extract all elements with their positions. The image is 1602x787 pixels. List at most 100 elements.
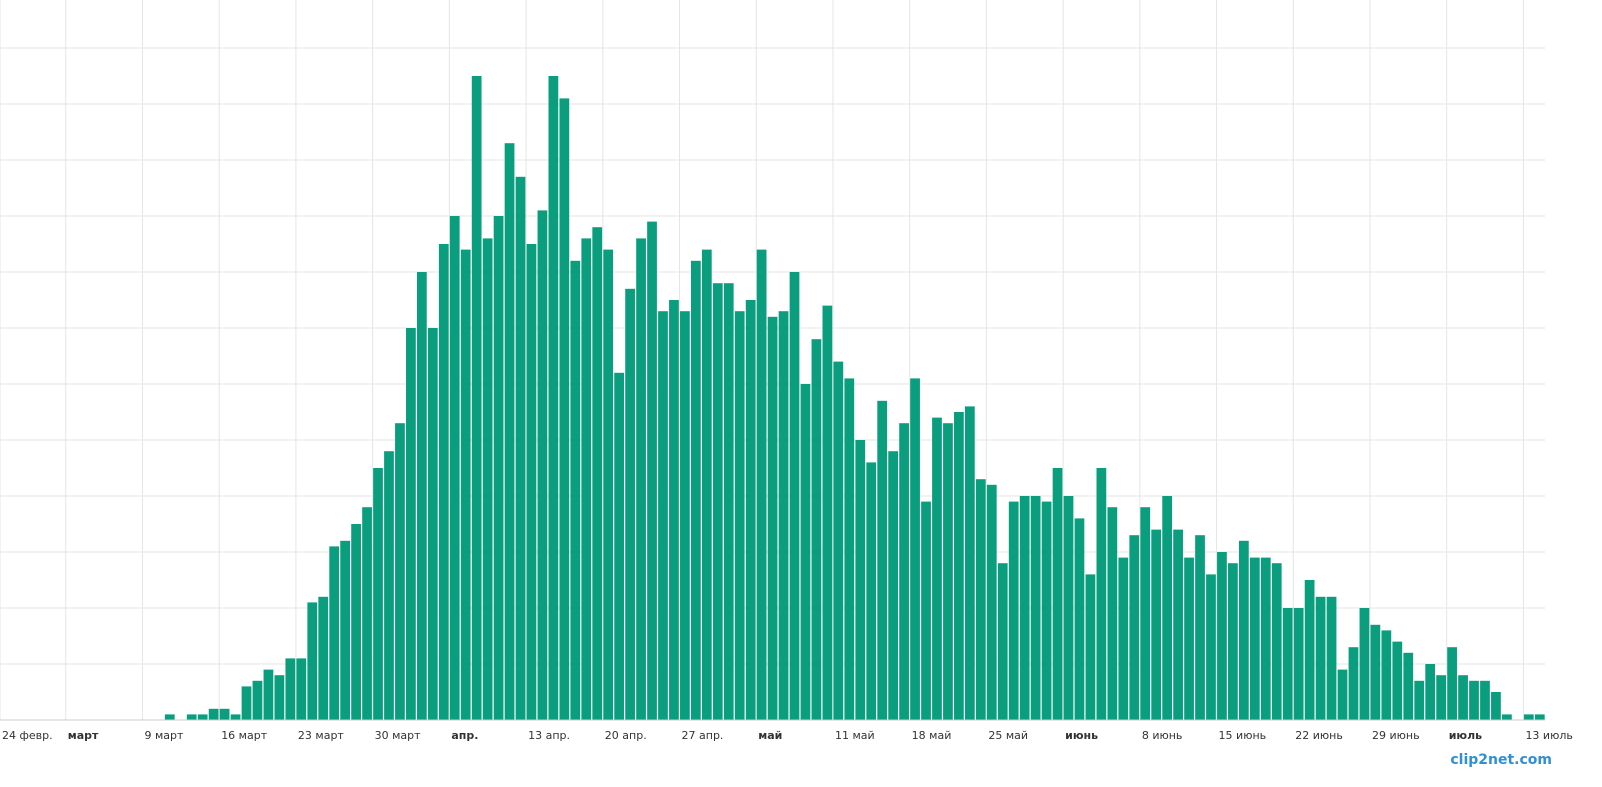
x-tick-label: 24 февр. [2,729,53,742]
x-tick-label: 29 июнь [1372,729,1420,742]
bar [855,440,866,720]
bar [471,76,482,720]
bar [1063,496,1074,720]
bar [1162,496,1173,720]
bar [877,400,888,720]
bar [658,311,668,720]
x-tick-label: 18 май [912,729,952,742]
bar [1008,501,1019,720]
bar [1195,535,1205,720]
bar [734,311,745,720]
x-tick-label: июль [1449,729,1482,742]
x-tick-label: 27 апр. [682,729,724,742]
bar [416,272,427,720]
bar [460,249,471,720]
bar [1107,507,1118,720]
bar [241,686,252,720]
bar [1425,664,1436,720]
x-tick-label: 8 июнь [1142,729,1183,742]
x-tick-label: 11 май [835,729,875,742]
bar [1304,580,1315,720]
bar [1118,557,1129,720]
bar [1074,518,1085,720]
bar [647,221,657,720]
x-tick-label: апр. [451,729,478,742]
x-tick-label: 23 март [298,729,345,742]
bar [669,300,679,720]
bar [285,658,296,720]
bar [954,412,964,720]
x-tick-label: 13 апр. [528,729,570,742]
bar [1447,647,1457,720]
bar [899,423,909,720]
bar [1502,714,1512,720]
bar [997,563,1008,720]
bar [307,602,318,720]
bar [1030,496,1041,720]
bar [767,316,778,720]
bar [537,210,548,720]
bar [866,462,877,720]
bar [1414,680,1425,720]
bar [1469,680,1479,720]
bar [690,260,701,720]
bar [384,451,394,720]
bar [625,288,635,720]
bar [811,339,822,720]
bar [1228,563,1238,720]
bar [712,283,723,720]
bar [318,596,329,720]
bar [921,501,931,720]
bar [438,244,449,720]
bar [1217,552,1227,720]
bar [395,423,405,720]
bar [1436,675,1447,720]
bar [504,143,515,720]
bar [745,300,756,720]
bar [570,260,581,720]
bar [351,524,361,720]
bar [1096,468,1107,720]
bar [1337,669,1348,720]
bar [636,238,646,720]
bar [1359,608,1370,720]
bar [756,249,767,720]
bar [274,675,285,720]
bar [406,328,416,720]
bar [329,546,340,720]
bar [1249,557,1260,720]
bar [888,451,899,720]
bar [197,714,208,720]
x-tick-label: май [758,729,782,742]
bar [844,378,855,720]
bar [680,311,690,720]
bar [910,378,920,720]
bar [833,361,844,720]
x-tick-label: 25 май [988,729,1028,742]
bar [932,417,942,720]
bar [1403,652,1414,720]
bar [614,372,625,720]
x-tick-label: 30 март [375,729,422,742]
bar [1238,540,1249,720]
bar [975,479,986,720]
x-tick-label: 16 март [221,729,268,742]
bar [208,708,219,720]
bar [1052,468,1063,720]
bar [296,658,307,720]
bar [1129,535,1140,720]
x-tick-label: июнь [1065,729,1098,742]
x-tick-label: 22 июнь [1295,729,1343,742]
bar [482,238,493,720]
x-tick-label: 13 июль [1525,729,1572,742]
bar [1140,507,1151,720]
bar [986,484,997,720]
bar [723,283,734,720]
x-tick-label: 9 март [144,729,184,742]
x-tick-label: 15 июнь [1219,729,1267,742]
bar [373,468,383,720]
bar [493,216,504,720]
watermark: clip2net.com [1450,752,1552,768]
bar [548,76,559,720]
